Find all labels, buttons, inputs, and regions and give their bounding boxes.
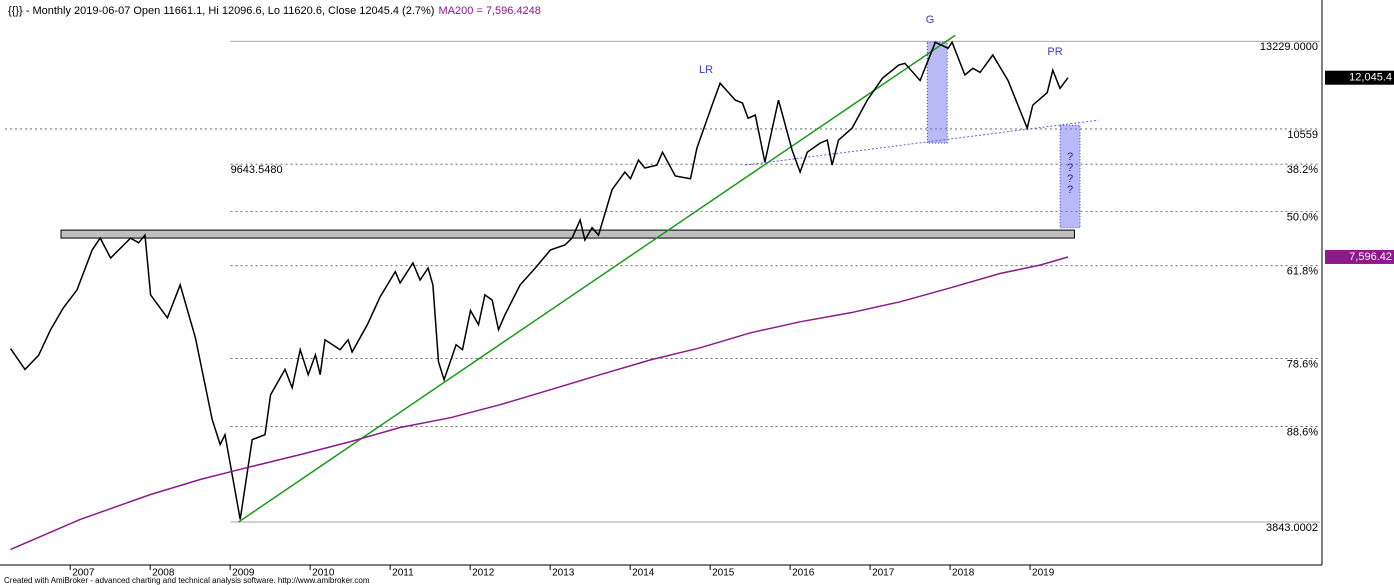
box-text: ? bbox=[1067, 151, 1073, 163]
level-label: 38.2% bbox=[1287, 164, 1318, 176]
x-tick-label: 2011 bbox=[392, 568, 414, 579]
level-label: 10559 bbox=[1287, 129, 1318, 141]
box-text: ? bbox=[1067, 173, 1073, 185]
level-label: 13229.0000 bbox=[1260, 41, 1318, 53]
level-label: 3843.0002 bbox=[1266, 522, 1318, 534]
x-tick-label: 2019 bbox=[1032, 568, 1055, 579]
chart-title: {{}} - Monthly 2019-06-07 Open 11661.1, … bbox=[8, 5, 434, 17]
series-line bbox=[9, 40, 1069, 520]
x-tick-label: 2014 bbox=[632, 568, 655, 579]
annotation: LR bbox=[699, 64, 713, 76]
x-tick-label: 2012 bbox=[472, 568, 495, 579]
annotation: G bbox=[926, 14, 935, 26]
highlight-box bbox=[926, 41, 948, 144]
last-value-label: 7,596.42 bbox=[1349, 251, 1392, 263]
last-value-box bbox=[1325, 249, 1394, 264]
box-text: ? bbox=[1067, 162, 1073, 174]
level-label: 61.8% bbox=[1287, 266, 1318, 278]
last-value-label: 12,045.4 bbox=[1349, 72, 1392, 84]
trend-line bbox=[238, 34, 956, 523]
footer: Created with AmiBroker - advanced charti… bbox=[4, 576, 370, 585]
box-text: ? bbox=[1067, 184, 1073, 196]
x-tick-label: 2018 bbox=[952, 568, 975, 579]
level-label: 88.6% bbox=[1287, 426, 1318, 438]
x-tick-label: 2008 bbox=[152, 568, 175, 579]
x-tick-label: 2007 bbox=[72, 568, 95, 579]
highlight-box bbox=[1059, 124, 1081, 229]
level-label: 78.6% bbox=[1287, 358, 1318, 370]
chart-subtitle: MA200 = 7,596.4248 bbox=[438, 5, 540, 17]
level-label: 50.0% bbox=[1287, 212, 1318, 224]
annotation: PR bbox=[1047, 46, 1062, 58]
x-tick-label: 2015 bbox=[712, 568, 735, 579]
x-tick-label: 2016 bbox=[792, 568, 815, 579]
series-line bbox=[10, 256, 1069, 551]
last-value-box bbox=[1325, 70, 1394, 85]
trend-line bbox=[744, 119, 1099, 166]
x-tick-label: 2010 bbox=[312, 568, 335, 579]
x-tick-label: 2017 bbox=[872, 568, 895, 579]
x-tick-label: 2013 bbox=[552, 568, 575, 579]
x-tick-label: 2009 bbox=[232, 568, 255, 579]
level-value-label: 9643.5480 bbox=[231, 164, 283, 176]
support-zone bbox=[60, 229, 1075, 239]
